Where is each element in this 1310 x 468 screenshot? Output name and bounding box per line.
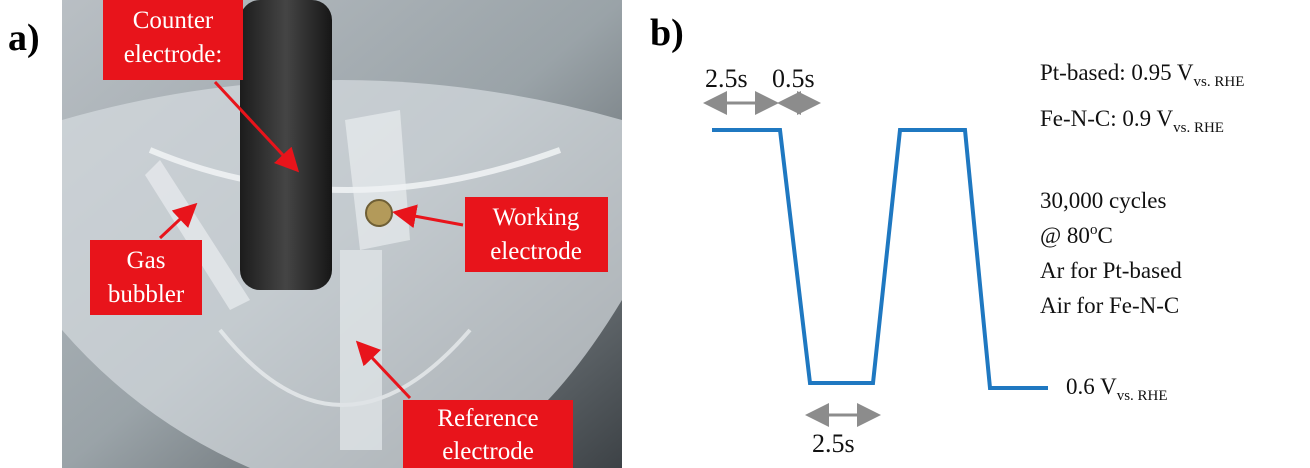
callout-text: electrode: — [124, 41, 223, 68]
callout-text: electrode — [490, 238, 582, 265]
duration-label: 2.5s — [705, 64, 748, 93]
upper-potential: Pt-based: 0.95 Vvs. RHE — [1040, 60, 1244, 90]
temperature-text: @ 80 — [1040, 223, 1090, 248]
potential-waveform — [712, 130, 1048, 388]
duration-arrows — [706, 103, 878, 415]
callout-text: Reference — [437, 405, 538, 432]
figure: a) Counter electrode: Gas bubbler Workin… — [0, 0, 1310, 468]
subscript: vs. RHE — [1117, 388, 1168, 404]
potential-text: 0.6 V — [1066, 374, 1117, 399]
atmosphere: Air for Fe-N-C — [1040, 293, 1179, 318]
upper-potential: Fe-N-C: 0.9 Vvs. RHE — [1040, 106, 1224, 136]
lower-potential: 0.6 Vvs. RHE — [1066, 374, 1168, 404]
callout-text: Working — [493, 204, 580, 231]
superscript: o — [1090, 222, 1098, 238]
callout-text: electrode — [442, 438, 534, 465]
callout-text: Gas — [127, 247, 166, 274]
panel-label: b) — [650, 12, 684, 54]
atmosphere: Ar for Pt-based — [1040, 258, 1182, 283]
potential-text: Pt-based: 0.95 V — [1040, 60, 1194, 85]
subscript: vs. RHE — [1173, 120, 1224, 136]
subscript: vs. RHE — [1194, 74, 1245, 90]
cycles: 30,000 cycles — [1040, 188, 1167, 213]
temperature: @ 80oC — [1040, 222, 1113, 248]
duration-label: 0.5s — [772, 64, 815, 93]
temperature-unit: C — [1097, 223, 1112, 248]
callout-text: Counter — [133, 7, 214, 34]
potential-text: Fe-N-C: 0.9 V — [1040, 106, 1173, 131]
callout-text: bubbler — [108, 281, 185, 308]
panel-label: a) — [8, 17, 40, 59]
duration-label: 2.5s — [812, 429, 855, 458]
